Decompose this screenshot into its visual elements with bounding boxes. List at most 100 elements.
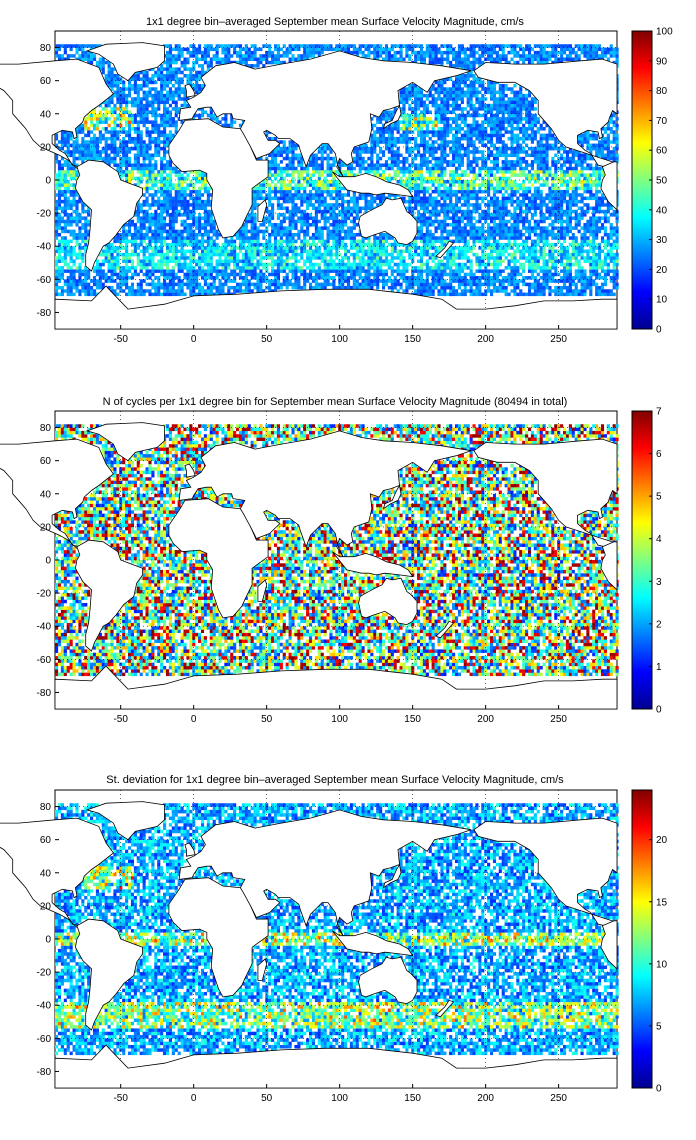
heatmap-cell: [116, 240, 119, 244]
heatmap-cell: [245, 223, 248, 227]
heatmap-cell: [324, 279, 327, 283]
heatmap-cell: [356, 197, 359, 201]
heatmap-cell: [508, 180, 511, 184]
heatmap-cell: [519, 236, 522, 240]
heatmap-cell: [537, 256, 540, 260]
heatmap-cell: [373, 266, 376, 270]
heatmap-cell: [470, 197, 473, 201]
heatmap-cell: [216, 233, 219, 237]
heatmap-cell: [96, 279, 99, 283]
heatmap-cell: [70, 256, 73, 260]
heatmap-cell: [55, 256, 58, 260]
heatmap-cell: [510, 170, 513, 174]
heatmap-cell: [432, 269, 435, 273]
heatmap-cell: [505, 223, 508, 227]
heatmap-cell: [289, 266, 292, 270]
heatmap-cell: [268, 220, 271, 224]
heatmap-cell: [350, 200, 353, 204]
heatmap-cell: [160, 203, 163, 207]
heatmap-cell: [583, 259, 586, 263]
heatmap-cell: [309, 190, 312, 194]
heatmap-cell: [172, 243, 175, 247]
heatmap-cell: [169, 203, 172, 207]
heatmap-cell: [256, 197, 259, 201]
heatmap-cell: [312, 253, 315, 257]
heatmap-cell: [563, 276, 566, 280]
heatmap-cell: [554, 269, 557, 273]
heatmap-cell: [134, 273, 137, 277]
heatmap-cell: [370, 256, 373, 260]
heatmap-cell: [560, 173, 563, 177]
panel-1-title: 1x1 degree bin–averaged September mean S…: [146, 16, 524, 28]
heatmap-cell: [160, 233, 163, 237]
heatmap-cell: [417, 279, 420, 283]
heatmap-cell: [458, 180, 461, 184]
heatmap-cell: [289, 269, 292, 273]
heatmap-cell: [432, 289, 435, 293]
heatmap-cell: [297, 206, 300, 210]
heatmap-cell: [408, 203, 411, 207]
heatmap-cell: [394, 256, 397, 260]
heatmap-cell: [283, 263, 286, 267]
heatmap-cell: [464, 240, 467, 244]
heatmap-cell: [277, 180, 280, 184]
heatmap-cell: [508, 197, 511, 201]
heatmap-cell: [280, 243, 283, 247]
heatmap-cell: [75, 289, 78, 293]
heatmap-cell: [385, 259, 388, 263]
heatmap-cell: [598, 173, 601, 177]
heatmap-cell: [268, 250, 271, 254]
heatmap-cell: [265, 226, 268, 230]
heatmap-cell: [140, 173, 143, 177]
heatmap-cell: [108, 263, 111, 267]
heatmap-cell: [376, 243, 379, 247]
heatmap-cell: [90, 279, 93, 283]
heatmap-cell: [496, 190, 499, 194]
heatmap-cell: [560, 243, 563, 247]
heatmap-cell: [256, 279, 259, 283]
heatmap-cell: [84, 236, 87, 240]
heatmap-cell: [437, 190, 440, 194]
heatmap-cell: [321, 183, 324, 187]
heatmap-cell: [554, 197, 557, 201]
heatmap-cell: [198, 233, 201, 237]
heatmap-cell: [560, 236, 563, 240]
heatmap-cell: [163, 236, 166, 240]
heatmap-cell: [286, 197, 289, 201]
heatmap-cell: [90, 289, 93, 293]
heatmap-cell: [134, 236, 137, 240]
heatmap-cell: [178, 256, 181, 260]
heatmap-cell: [221, 253, 224, 257]
heatmap-cell: [335, 256, 338, 260]
heatmap-cell: [64, 220, 67, 224]
heatmap-cell: [146, 200, 149, 204]
heatmap-cell: [382, 263, 385, 267]
heatmap-cell: [353, 283, 356, 287]
heatmap-cell: [137, 253, 140, 257]
heatmap-cell: [341, 187, 344, 191]
heatmap-cell: [146, 220, 149, 224]
heatmap-cell: [402, 167, 405, 171]
heatmap-cell: [251, 236, 254, 240]
heatmap-cell: [169, 256, 172, 260]
heatmap-cell: [516, 286, 519, 290]
heatmap-cell: [560, 193, 563, 197]
heatmap-cell: [516, 230, 519, 234]
heatmap-cell: [400, 170, 403, 174]
heatmap-cell: [108, 279, 111, 283]
heatmap-cell: [327, 276, 330, 280]
heatmap-cell: [391, 256, 394, 260]
heatmap-cell: [140, 279, 143, 283]
heatmap-cell: [478, 240, 481, 244]
heatmap-cell: [437, 236, 440, 240]
heatmap-cell: [143, 240, 146, 244]
heatmap-cell: [490, 250, 493, 254]
heatmap-cell: [589, 273, 592, 277]
heatmap-cell: [163, 273, 166, 277]
heatmap-cell: [449, 190, 452, 194]
heatmap-cell: [458, 200, 461, 204]
heatmap-cell: [291, 266, 294, 270]
heatmap-cell: [531, 286, 534, 290]
heatmap-cell: [560, 233, 563, 237]
heatmap-cell: [616, 259, 619, 263]
